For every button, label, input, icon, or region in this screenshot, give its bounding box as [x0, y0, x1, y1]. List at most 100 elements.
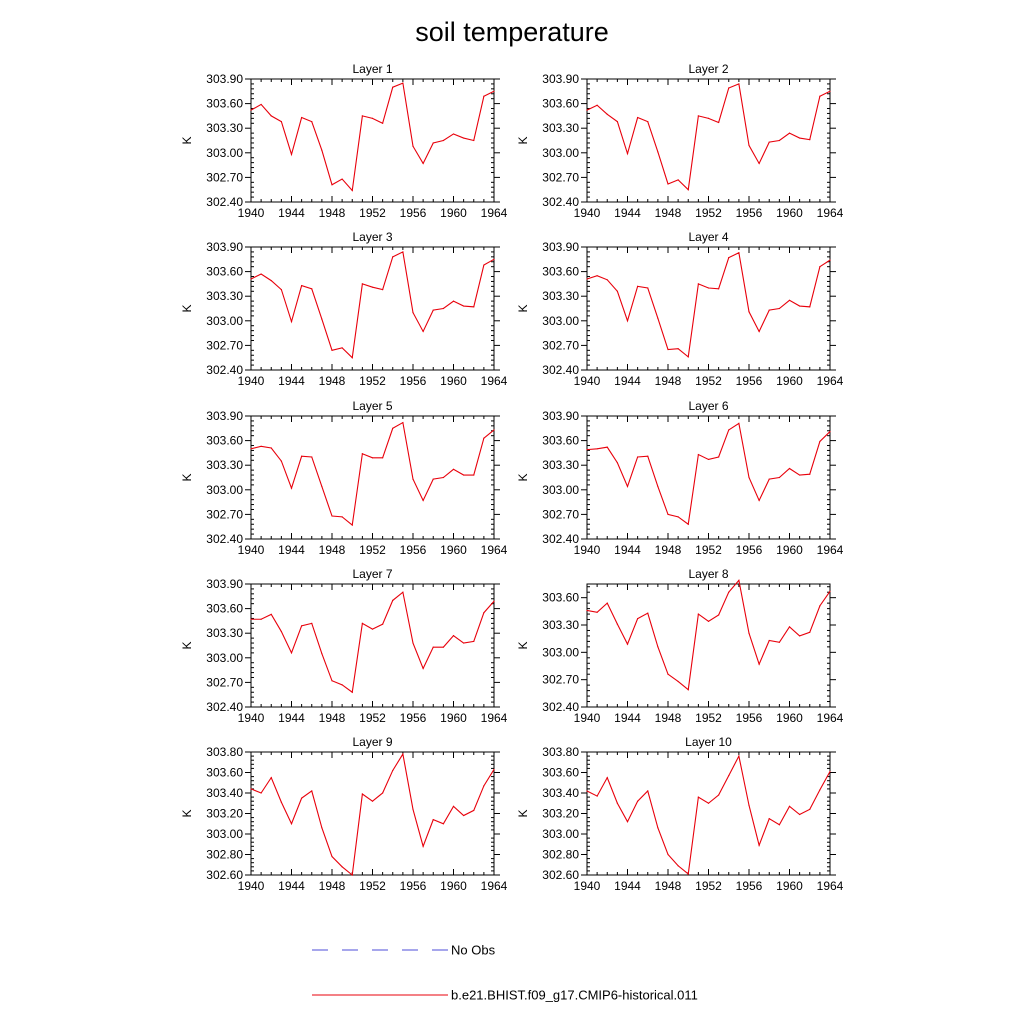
data-point: [442, 646, 444, 648]
data-point: [290, 321, 293, 323]
x-tick-label: 1948: [655, 879, 682, 893]
y-tick-label: 302.70: [206, 675, 243, 689]
x-tick-label: 1940: [574, 374, 601, 388]
data-point: [402, 753, 404, 755]
y-tick-label: 302.40: [206, 700, 243, 714]
y-axis-label: K: [516, 641, 530, 649]
y-tick-label: 303.90: [206, 72, 243, 86]
x-tick-label: 1960: [440, 543, 467, 557]
data-point: [280, 289, 282, 291]
y-tick-label: 303.90: [542, 240, 579, 254]
data-point: [586, 609, 588, 612]
data-point: [596, 104, 598, 106]
data-point: [452, 133, 455, 135]
panel-title: Layer 3: [352, 230, 392, 244]
data-point: [493, 258, 495, 260]
y-tick-label: 303.30: [206, 458, 243, 472]
x-tick-label: 1940: [574, 206, 601, 220]
series-line: [586, 754, 831, 876]
x-tick-label: 1948: [655, 374, 682, 388]
data-point: [728, 429, 730, 431]
x-tick-label: 1956: [736, 879, 763, 893]
data-point: [331, 855, 333, 858]
y-tick-label: 303.60: [206, 434, 243, 448]
data-point: [647, 790, 649, 792]
data-point: [392, 427, 394, 429]
y-tick-label: 302.40: [206, 532, 243, 546]
data-point: [616, 623, 618, 625]
y-tick-label: 302.70: [542, 673, 579, 687]
data-point: [707, 287, 710, 289]
data-point: [728, 591, 730, 593]
x-tick-label: 1960: [776, 374, 803, 388]
data-point: [819, 440, 821, 443]
data-point: [422, 330, 424, 333]
x-tick-label: 1952: [359, 879, 386, 893]
data-point: [321, 485, 323, 488]
data-point: [270, 115, 272, 117]
figure-title: soil temperature: [415, 17, 609, 47]
data-point: [371, 117, 374, 119]
data-point: [463, 642, 465, 644]
x-tick-label: 1948: [319, 543, 346, 557]
x-tick-label: 1944: [278, 206, 305, 220]
y-tick-label: 303.00: [206, 314, 243, 328]
data-point: [463, 137, 465, 139]
data-point: [758, 844, 760, 846]
y-tick-label: 303.90: [542, 72, 579, 86]
data-point: [432, 142, 434, 144]
data-point: [768, 818, 770, 820]
data-point: [718, 288, 720, 290]
data-point: [829, 90, 831, 92]
data-point: [331, 515, 333, 517]
data-point: [657, 485, 659, 488]
data-point: [463, 474, 465, 476]
panel-title: Layer 7: [352, 567, 392, 581]
data-point: [311, 288, 313, 290]
data-point: [809, 139, 811, 141]
data-point: [361, 622, 363, 624]
y-axis-label: K: [180, 304, 194, 312]
data-point: [392, 769, 394, 772]
data-point: [738, 579, 740, 581]
data-point: [788, 805, 791, 807]
data-point: [829, 259, 831, 261]
data-point: [738, 755, 740, 757]
data-point: [738, 83, 740, 85]
data-point: [311, 121, 313, 123]
y-tick-label: 302.70: [206, 170, 243, 184]
data-point: [677, 516, 679, 518]
y-tick-label: 303.00: [542, 146, 579, 160]
panel-layer-7: Layer 7 K 1940 1944 1948 1952 1956 1960 1964 302.…: [180, 567, 508, 725]
data-point: [412, 312, 414, 314]
data-point: [606, 113, 608, 115]
x-tick-label: 1956: [736, 374, 763, 388]
data-point: [596, 611, 598, 613]
x-tick-label: 1960: [440, 374, 467, 388]
data-point: [707, 802, 710, 804]
data-point: [788, 467, 791, 470]
data-point: [829, 590, 831, 592]
data-point: [718, 794, 720, 796]
data-point: [361, 283, 363, 285]
x-tick-label: 1964: [481, 206, 508, 220]
data-point: [361, 453, 363, 455]
y-axis-label: K: [516, 473, 530, 481]
data-point: [402, 591, 404, 593]
data-point: [768, 478, 770, 480]
data-point: [301, 455, 303, 457]
data-point: [452, 805, 455, 807]
data-point: [280, 121, 282, 123]
data-point: [586, 449, 588, 451]
data-point: [351, 189, 353, 192]
data-point: [493, 90, 495, 92]
data-point: [473, 139, 475, 142]
x-tick-label: 1960: [776, 206, 803, 220]
x-tick-label: 1940: [574, 879, 601, 893]
data-point: [647, 287, 649, 289]
x-tick-label: 1956: [400, 879, 427, 893]
data-point: [351, 691, 353, 693]
data-point: [697, 796, 699, 798]
y-axis-label: K: [180, 136, 194, 144]
data-point: [677, 348, 679, 350]
